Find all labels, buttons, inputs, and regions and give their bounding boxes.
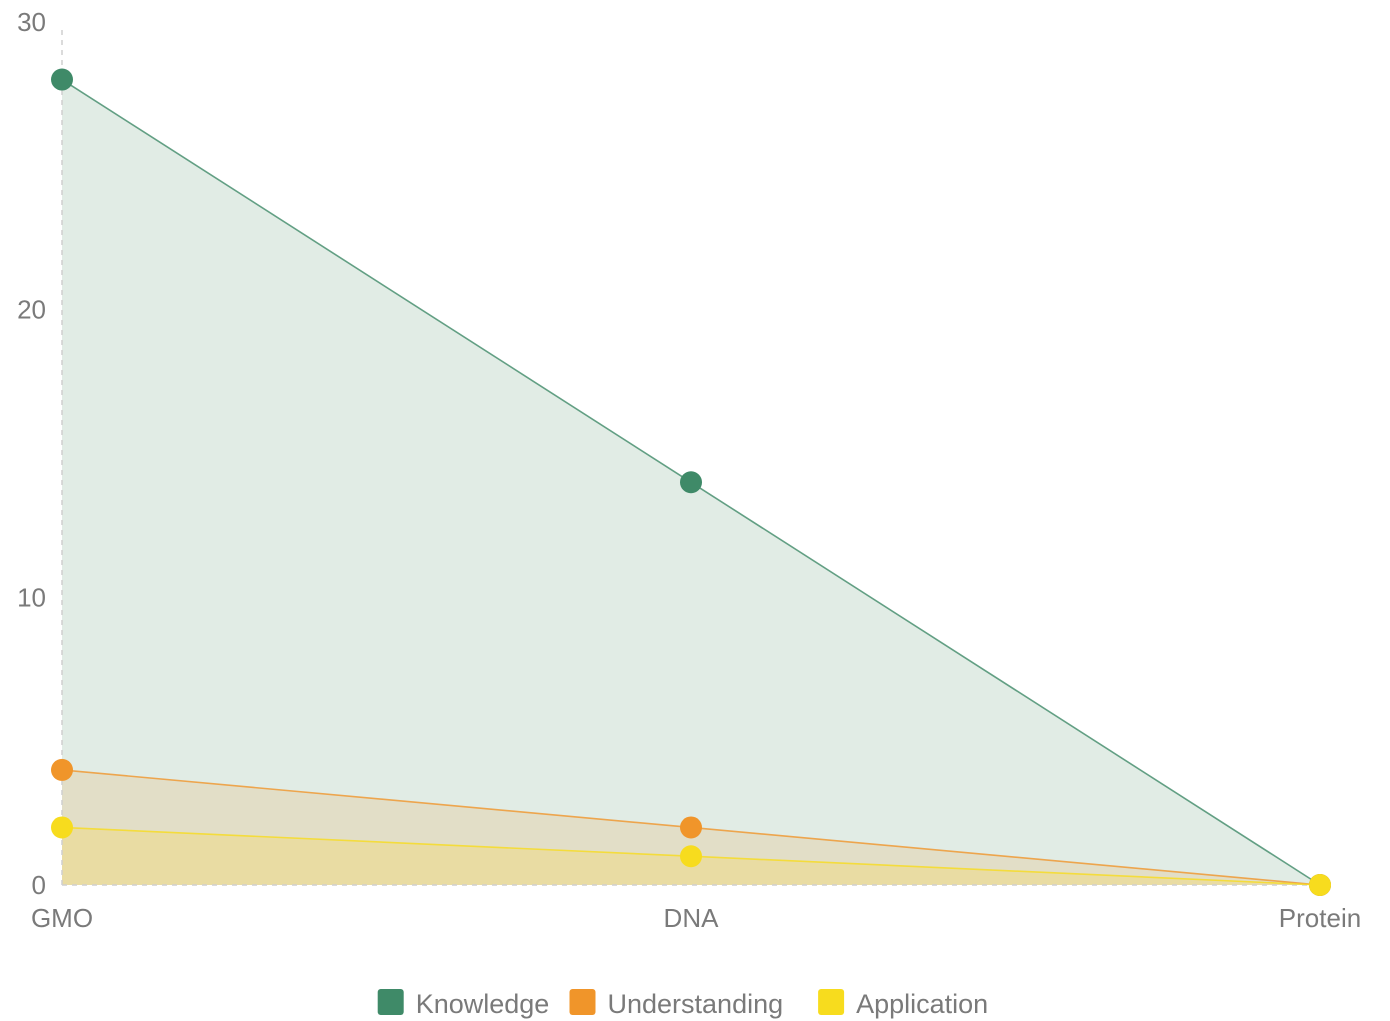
point-understanding-dna[interactable] xyxy=(680,816,702,839)
legend-item-application[interactable]: Application xyxy=(818,989,988,1019)
y-tick-label: 10 xyxy=(17,582,46,612)
point-application-dna[interactable] xyxy=(680,845,702,868)
point-application-protein[interactable] xyxy=(1309,874,1331,896)
legend-label: Knowledge xyxy=(416,989,550,1019)
legend-swatch xyxy=(569,989,596,1015)
y-axis-ticks: 0 10 20 30 xyxy=(17,7,46,900)
legend-label: Application xyxy=(856,989,988,1019)
y-tick-label: 0 xyxy=(32,870,46,900)
y-tick-label: 20 xyxy=(17,295,46,325)
legend: Knowledge Understanding Application xyxy=(377,989,988,1019)
point-knowledge-gmo[interactable] xyxy=(51,68,73,91)
point-application-gmo[interactable] xyxy=(51,816,73,839)
axes xyxy=(61,30,1320,886)
x-tick-label: GMO xyxy=(31,903,93,933)
legend-swatch xyxy=(377,989,404,1015)
point-knowledge-dna[interactable] xyxy=(680,471,702,494)
legend-item-understanding[interactable]: Understanding xyxy=(569,989,784,1019)
legend-label: Understanding xyxy=(608,989,784,1019)
x-tick-label: Protein xyxy=(1279,903,1361,933)
x-tick-label: DNA xyxy=(664,903,720,933)
legend-item-knowledge[interactable]: Knowledge xyxy=(377,989,550,1019)
y-tick-label: 30 xyxy=(17,7,46,37)
legend-swatch xyxy=(818,989,845,1015)
point-understanding-gmo[interactable] xyxy=(51,758,73,781)
x-axis-ticks: GMO DNA Protein xyxy=(31,903,1361,933)
series-points xyxy=(51,68,1331,896)
